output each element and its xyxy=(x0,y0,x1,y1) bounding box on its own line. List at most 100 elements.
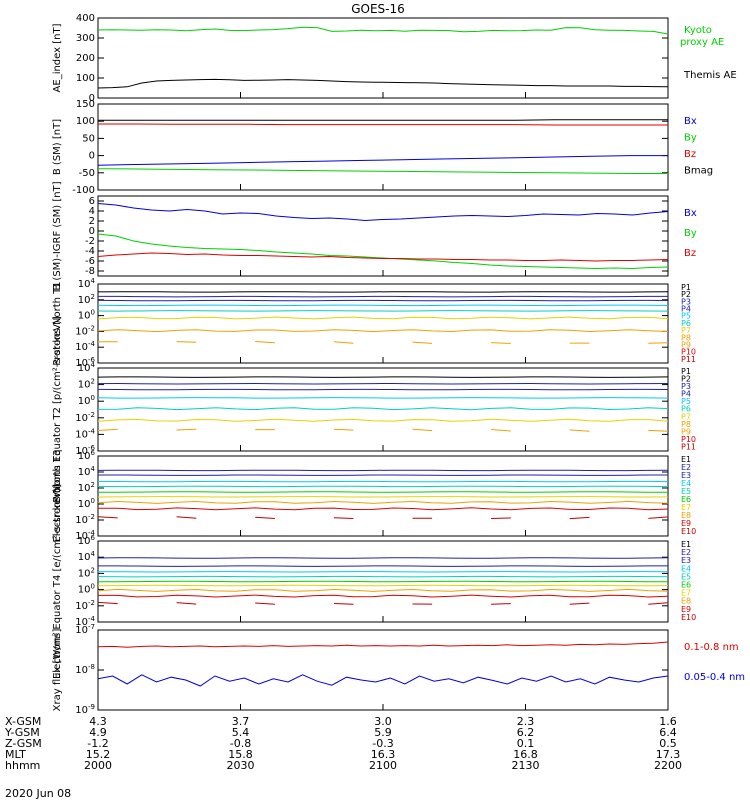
y-tick-label: -4 xyxy=(85,246,95,257)
panel-8: Xray flux [W/m²] 10-910-810-70.1-0.8 nm0.… xyxy=(52,623,745,716)
series-line xyxy=(97,407,669,411)
series-line xyxy=(97,252,669,262)
y-tick-label: 104 xyxy=(78,550,96,563)
y-tick-label: 106 xyxy=(78,449,96,462)
legend-entry: Themis AE xyxy=(683,70,737,81)
series-segment xyxy=(412,428,433,432)
series-line xyxy=(98,123,668,126)
y-axis-label: B (SM)-IGRF (SM) [nT] xyxy=(52,181,63,290)
legend-entry: 0.05-0.4 nm xyxy=(684,672,745,683)
legend-entry: E8 xyxy=(681,597,691,606)
panel-frame xyxy=(97,283,669,364)
ephemeris-value: 5.4 xyxy=(232,726,250,739)
ephemeris-value: 15.8 xyxy=(228,748,253,761)
legend-entry: E3 xyxy=(681,471,691,480)
series-segment xyxy=(648,602,669,605)
y-tick-label: 10-2 xyxy=(75,599,95,612)
legend-entry: E10 xyxy=(681,613,696,622)
series-line xyxy=(97,376,669,378)
series-segment xyxy=(255,516,275,519)
ephemeris-value: -1.2 xyxy=(87,737,108,750)
ephemeris-value: 16.8 xyxy=(513,748,538,761)
series-line xyxy=(98,594,669,598)
y-tick-label: 102 xyxy=(78,378,95,391)
legend: 0.1-0.8 nm 0.05-0.4 nm xyxy=(684,642,745,683)
y-tick-label: 102 xyxy=(78,481,95,494)
legend-entry: E6 xyxy=(681,581,691,590)
ephemeris-row-label: X-GSM xyxy=(5,715,41,728)
legend-entry: Bz xyxy=(684,149,696,160)
series-line xyxy=(97,418,669,422)
series-segment xyxy=(491,429,511,432)
series-segment xyxy=(176,602,197,605)
ephemeris-value: 16.3 xyxy=(371,748,396,761)
series-segment xyxy=(97,601,118,605)
y-tick-label: 104 xyxy=(78,465,96,478)
series-segment xyxy=(97,516,118,519)
ephemeris-row-label: Y-GSM xyxy=(4,726,40,739)
legend-entry: E6 xyxy=(681,495,691,504)
y-tick-label: 400 xyxy=(76,13,95,24)
legend-entry: P9 xyxy=(681,340,691,349)
legend-entry: P9 xyxy=(681,427,691,436)
series-segment xyxy=(333,603,354,605)
legend-entry: E7 xyxy=(681,589,691,598)
series-segment xyxy=(491,342,511,344)
y-axis-label: Electrons Equator T4 [e/(cm²-s-sr-keV)] xyxy=(52,484,63,679)
ephemeris-value: 3.7 xyxy=(232,715,250,728)
series-line xyxy=(98,565,668,567)
y-tick-label: 150 xyxy=(76,99,95,110)
y-tick-label: 100 xyxy=(78,497,95,510)
legend-entry: E3 xyxy=(681,556,691,565)
y-tick-label: 104 xyxy=(78,361,96,374)
legend-entry: P5 xyxy=(681,397,691,406)
series-line xyxy=(97,500,669,504)
legend: Kyoto proxy AE Themis AE xyxy=(680,25,737,81)
series-line xyxy=(97,316,669,320)
legend-entry: P4 xyxy=(681,390,691,399)
ephemeris-value: -0.8 xyxy=(230,737,251,750)
series-line xyxy=(97,575,669,578)
legend-entry: P7 xyxy=(681,412,691,421)
legend-entry: P8 xyxy=(681,420,691,429)
legend-entry: E2 xyxy=(681,548,691,557)
ephemeris-value: 2000 xyxy=(84,759,112,772)
y-tick-label: 200 xyxy=(76,53,95,64)
series-line xyxy=(97,588,669,592)
figure-title: GOES-16 xyxy=(351,2,405,16)
series-segment xyxy=(255,341,275,344)
legend-entry: P4 xyxy=(681,305,691,314)
y-tick-label: 100 xyxy=(78,583,95,596)
y-axis-label: Protons Equator T2 [p/(cm²-s-sr-keV)] xyxy=(52,316,63,503)
series-segment xyxy=(333,428,354,431)
series-segment xyxy=(176,428,197,431)
series-line xyxy=(97,203,669,222)
ephemeris-value: 5.9 xyxy=(374,726,392,739)
y-tick-label: 10-4 xyxy=(75,340,95,353)
series-line xyxy=(97,310,669,312)
series-line xyxy=(98,295,668,298)
ephemeris-value: 2030 xyxy=(227,759,255,772)
legend-entry: P2 xyxy=(681,375,691,384)
legend-entry: By xyxy=(684,133,697,144)
y-axis-label: Protons North T1 xyxy=(52,281,63,365)
y-tick-label: 10-6 xyxy=(75,356,95,369)
legend-entry: E8 xyxy=(681,511,691,520)
series-segment xyxy=(648,516,669,519)
ephemeris-value: 2200 xyxy=(654,759,682,772)
ephemeris-value: 0.5 xyxy=(659,737,677,750)
legend-entry: P5 xyxy=(681,312,691,321)
panel-2: B (SM) [nT] -100 -50 0 50 100 150 Bx By Bz Bmag xyxy=(52,99,713,196)
series-line xyxy=(97,26,669,35)
y-tick-label: 10-4 xyxy=(75,529,95,542)
ephemeris-value: 1.6 xyxy=(659,715,677,728)
series-segment xyxy=(97,428,118,431)
series-segment xyxy=(648,342,669,344)
series-segment xyxy=(491,517,511,519)
ephemeris-value: 2130 xyxy=(512,759,540,772)
